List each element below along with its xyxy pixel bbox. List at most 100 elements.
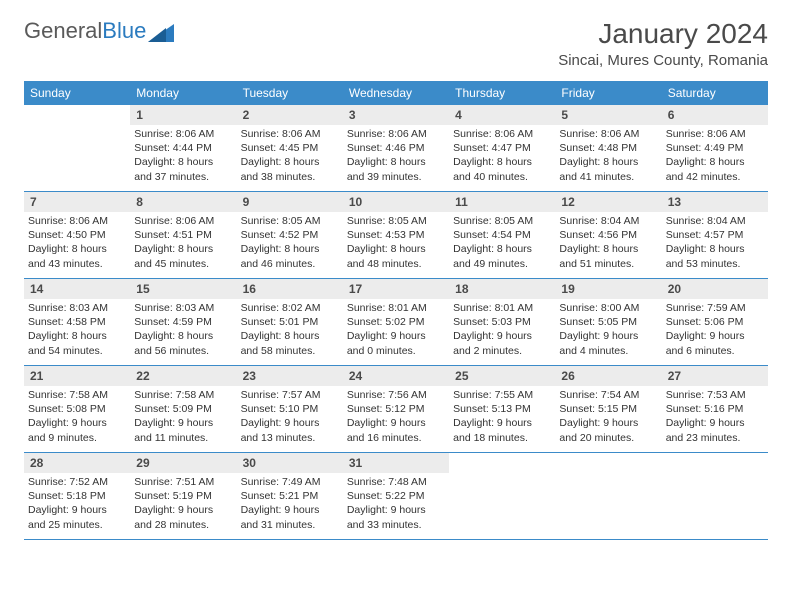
cell-detail: Sunrise: 8:04 AM (555, 214, 661, 228)
day-header: Tuesday (237, 81, 343, 105)
cell-detail: Sunset: 5:06 PM (662, 315, 768, 329)
cell-detail: Sunrise: 8:03 AM (130, 301, 236, 315)
title-block: January 2024 Sincai, Mures County, Roman… (558, 18, 768, 69)
cell-detail: and 51 minutes. (555, 257, 661, 271)
day-number: 5 (555, 105, 661, 125)
cell-detail: and 48 minutes. (343, 257, 449, 271)
cell-detail: Sunrise: 7:57 AM (237, 388, 343, 402)
cell-detail: Sunrise: 7:56 AM (343, 388, 449, 402)
day-header: Wednesday (343, 81, 449, 105)
day-number: 6 (662, 105, 768, 125)
calendar-cell: 29Sunrise: 7:51 AMSunset: 5:19 PMDayligh… (130, 453, 236, 539)
calendar-cell: 9Sunrise: 8:05 AMSunset: 4:52 PMDaylight… (237, 192, 343, 278)
day-number: 21 (24, 366, 130, 386)
calendar-cell: 6 Sunrise: 8:06 AMSunset: 4:49 PMDaylight… (662, 105, 768, 191)
cell-detail: Daylight: 8 hours (130, 329, 236, 343)
day-number: 19 (555, 279, 661, 299)
calendar-cell: 25Sunrise: 7:55 AMSunset: 5:13 PMDayligh… (449, 366, 555, 452)
cell-detail: Daylight: 8 hours (343, 242, 449, 256)
cell-detail: Daylight: 9 hours (24, 416, 130, 430)
day-number: 31 (343, 453, 449, 473)
cell-detail: and 45 minutes. (130, 257, 236, 271)
cell-detail: Sunrise: 7:58 AM (130, 388, 236, 402)
cell-detail: Sunrise: 7:58 AM (24, 388, 130, 402)
cell-detail: Daylight: 9 hours (130, 503, 236, 517)
cell-detail: and 53 minutes. (662, 257, 768, 271)
cell-detail: Sunrise: 8:06 AM (237, 127, 343, 141)
cell-detail: and 42 minutes. (662, 170, 768, 184)
calendar-week: 21Sunrise: 7:58 AMSunset: 5:08 PMDayligh… (24, 366, 768, 453)
cell-detail: and 28 minutes. (130, 518, 236, 532)
cell-detail: Sunrise: 7:52 AM (24, 475, 130, 489)
cell-detail: Sunset: 5:22 PM (343, 489, 449, 503)
day-number: 18 (449, 279, 555, 299)
calendar-cell (662, 453, 768, 539)
cell-detail: Sunset: 5:13 PM (449, 402, 555, 416)
cell-detail: Sunrise: 7:51 AM (130, 475, 236, 489)
cell-detail: Sunset: 4:46 PM (343, 141, 449, 155)
day-number (555, 453, 661, 473)
calendar-cell (555, 453, 661, 539)
calendar-cell: 1Sunrise: 8:06 AMSunset: 4:44 PMDaylight… (130, 105, 236, 191)
cell-detail: Sunrise: 8:06 AM (130, 214, 236, 228)
calendar-cell (449, 453, 555, 539)
cell-detail: Daylight: 8 hours (24, 242, 130, 256)
calendar-cell: 27Sunrise: 7:53 AMSunset: 5:16 PMDayligh… (662, 366, 768, 452)
day-number: 30 (237, 453, 343, 473)
cell-detail: Daylight: 9 hours (343, 416, 449, 430)
cell-detail: Sunset: 4:57 PM (662, 228, 768, 242)
cell-detail: Sunset: 5:21 PM (237, 489, 343, 503)
day-number: 1 (130, 105, 236, 125)
cell-detail: Daylight: 8 hours (237, 329, 343, 343)
header: GeneralBlue January 2024 Sincai, Mures C… (24, 18, 768, 69)
day-number (24, 105, 130, 125)
day-number: 16 (237, 279, 343, 299)
calendar-cell: 26Sunrise: 7:54 AMSunset: 5:15 PMDayligh… (555, 366, 661, 452)
cell-detail: Sunset: 5:15 PM (555, 402, 661, 416)
cell-detail: Sunset: 4:44 PM (130, 141, 236, 155)
cell-detail: Sunset: 5:01 PM (237, 315, 343, 329)
cell-detail: Daylight: 8 hours (449, 155, 555, 169)
calendar-week: 14Sunrise: 8:03 AMSunset: 4:58 PMDayligh… (24, 279, 768, 366)
logo-text: GeneralBlue (24, 18, 146, 44)
cell-detail: Sunset: 4:58 PM (24, 315, 130, 329)
day-number: 24 (343, 366, 449, 386)
calendar-cell: 2Sunrise: 8:06 AMSunset: 4:45 PMDaylight… (237, 105, 343, 191)
cell-detail: Sunset: 4:53 PM (343, 228, 449, 242)
cell-detail: Sunset: 5:10 PM (237, 402, 343, 416)
day-number (449, 453, 555, 473)
cell-detail: Sunrise: 7:59 AM (662, 301, 768, 315)
day-header: Saturday (662, 81, 768, 105)
day-header: Thursday (449, 81, 555, 105)
calendar-cell: 15Sunrise: 8:03 AMSunset: 4:59 PMDayligh… (130, 279, 236, 365)
cell-detail: Daylight: 8 hours (343, 155, 449, 169)
cell-detail: Daylight: 9 hours (662, 416, 768, 430)
cell-detail: Sunset: 4:52 PM (237, 228, 343, 242)
day-header: Monday (130, 81, 236, 105)
cell-detail: and 4 minutes. (555, 344, 661, 358)
cell-detail: Daylight: 8 hours (662, 155, 768, 169)
day-number: 26 (555, 366, 661, 386)
day-number: 27 (662, 366, 768, 386)
cell-detail: Sunset: 4:47 PM (449, 141, 555, 155)
cell-detail: and 37 minutes. (130, 170, 236, 184)
cell-detail: Sunrise: 8:05 AM (449, 214, 555, 228)
calendar-cell: 7Sunrise: 8:06 AMSunset: 4:50 PMDaylight… (24, 192, 130, 278)
cell-detail: Sunset: 4:48 PM (555, 141, 661, 155)
calendar-cell: 30Sunrise: 7:49 AMSunset: 5:21 PMDayligh… (237, 453, 343, 539)
cell-detail: Sunset: 4:49 PM (662, 141, 768, 155)
calendar-cell: 19Sunrise: 8:00 AMSunset: 5:05 PMDayligh… (555, 279, 661, 365)
cell-detail: Sunrise: 8:06 AM (24, 214, 130, 228)
cell-detail: Sunset: 4:54 PM (449, 228, 555, 242)
day-headers-row: SundayMondayTuesdayWednesdayThursdayFrid… (24, 81, 768, 105)
day-number: 17 (343, 279, 449, 299)
cell-detail: Daylight: 9 hours (343, 329, 449, 343)
calendar-cell: 10Sunrise: 8:05 AMSunset: 4:53 PMDayligh… (343, 192, 449, 278)
calendar-cell: 24Sunrise: 7:56 AMSunset: 5:12 PMDayligh… (343, 366, 449, 452)
location: Sincai, Mures County, Romania (558, 52, 768, 69)
cell-detail: Daylight: 9 hours (237, 503, 343, 517)
cell-detail: Sunrise: 8:06 AM (662, 127, 768, 141)
day-number: 13 (662, 192, 768, 212)
calendar-cell (24, 105, 130, 191)
day-number: 9 (237, 192, 343, 212)
